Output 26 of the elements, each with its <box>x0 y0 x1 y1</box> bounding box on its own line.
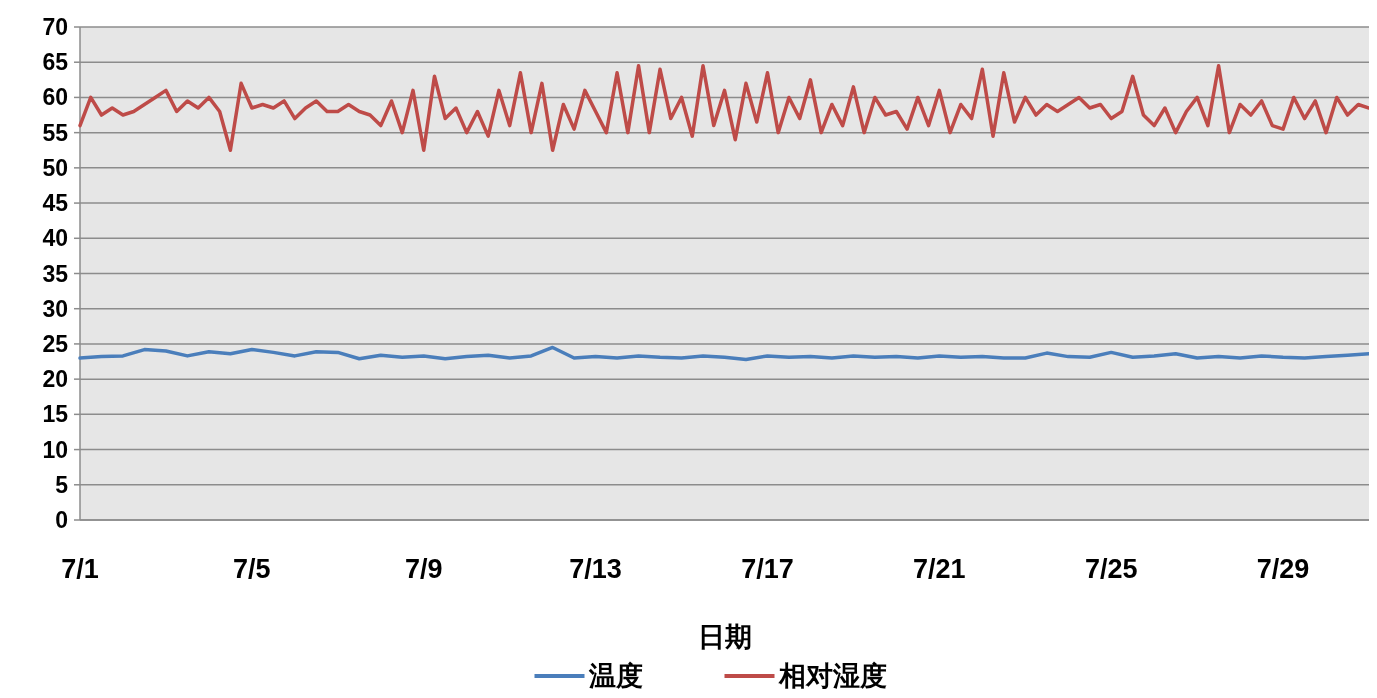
y-tick-label: 5 <box>55 471 69 498</box>
x-tick-label: 7/21 <box>913 554 966 584</box>
legend-label: 相对湿度 <box>777 661 887 692</box>
y-tick-label: 30 <box>42 295 68 322</box>
x-tick-label: 7/17 <box>741 554 794 584</box>
y-tick-label: 15 <box>42 401 69 428</box>
y-tick-label: 40 <box>42 225 68 252</box>
x-tick-label: 7/13 <box>569 554 622 584</box>
x-tick-label: 7/29 <box>1256 554 1310 584</box>
legend-label: 温度 <box>587 661 643 692</box>
x-tick-label: 7/5 <box>233 554 271 584</box>
x-tick-label: 7/1 <box>61 554 99 584</box>
y-tick-label: 10 <box>42 436 68 463</box>
y-tick-label: 70 <box>42 14 68 41</box>
y-tick-label: 55 <box>42 119 69 146</box>
x-tick-label: 7/9 <box>404 554 443 584</box>
y-tick-label: 50 <box>42 154 68 181</box>
y-tick-label: 65 <box>42 49 69 76</box>
y-tick-label: 35 <box>42 260 69 287</box>
y-tick-label: 25 <box>42 330 69 357</box>
y-tick-label: 20 <box>42 366 68 393</box>
y-tick-label: 0 <box>55 507 68 534</box>
x-axis-title: 日期 <box>697 622 752 652</box>
x-tick-label: 7/25 <box>1084 554 1138 584</box>
y-tick-label: 45 <box>42 190 69 217</box>
y-tick-label: 60 <box>42 84 68 111</box>
